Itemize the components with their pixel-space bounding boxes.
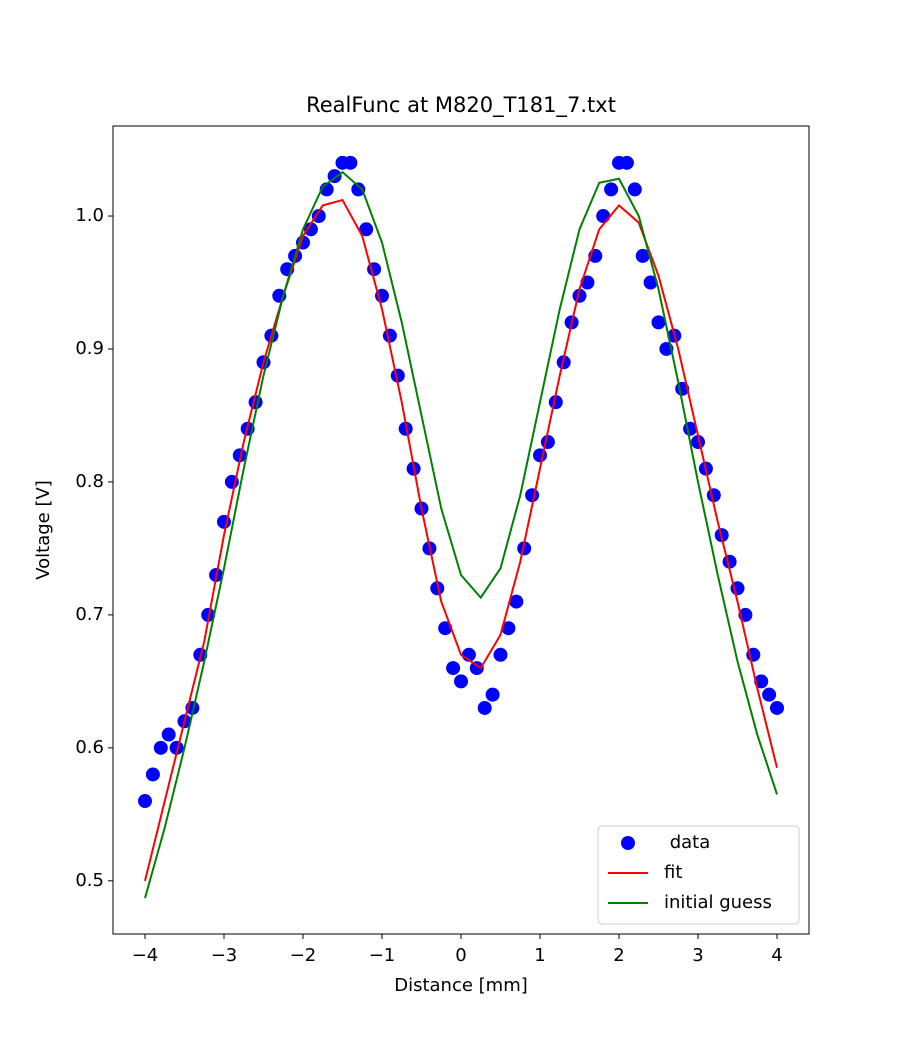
y-tick-label: 0.8 (75, 471, 104, 492)
chart-title: RealFunc at M820_T181_7.txt (306, 93, 616, 118)
plot-area (137, 155, 785, 899)
data-point (509, 594, 524, 609)
data-point (643, 275, 658, 290)
legend-label: fit (664, 862, 682, 883)
x-tick-label: 2 (613, 945, 624, 966)
x-tick-label: −2 (290, 945, 317, 966)
data-point (438, 621, 453, 636)
x-axis-label: Distance [mm] (394, 975, 528, 996)
x-tick-label: 0 (455, 945, 466, 966)
x-tick-label: 4 (771, 945, 782, 966)
data-point (572, 288, 587, 303)
data-point (216, 514, 231, 529)
data-point (604, 182, 619, 197)
legend-box (597, 825, 800, 925)
data-point (359, 222, 374, 237)
data-point (627, 182, 642, 197)
x-tick-label: −4 (132, 945, 159, 966)
axes-frame (112, 125, 810, 935)
y-tick-label: 0.5 (75, 870, 104, 891)
data-point (493, 647, 508, 662)
data-point (501, 621, 516, 636)
data-point (145, 767, 160, 782)
y-tick-label: 1.0 (75, 205, 104, 226)
data-point (390, 368, 405, 383)
data-point (137, 794, 152, 809)
data-point (525, 488, 540, 503)
data-point (477, 700, 492, 715)
y-tick-label: 0.9 (75, 338, 104, 359)
x-tick-label: −3 (211, 945, 238, 966)
data-point (619, 155, 634, 170)
data-point (232, 448, 247, 463)
data-point (762, 687, 777, 702)
fit-line (144, 170, 778, 899)
data-point (635, 248, 650, 263)
data-point (303, 222, 318, 237)
data-point (430, 581, 445, 596)
data-point (454, 674, 468, 689)
legend-label: data (664, 832, 710, 853)
data-point (469, 661, 484, 676)
data-point (169, 740, 184, 755)
data-point (754, 674, 769, 689)
x-tick-label: −1 (369, 945, 396, 966)
data-point (446, 661, 461, 676)
data-point (351, 182, 366, 197)
y-tick-label: 0.7 (75, 604, 104, 625)
x-tick-label: 3 (692, 945, 703, 966)
data-point (161, 727, 176, 742)
data-point (691, 435, 706, 450)
data-point (548, 395, 563, 410)
y-axis-label: Voltage [V] (33, 480, 54, 580)
data-point (153, 740, 168, 755)
data-point (343, 155, 358, 170)
data-point (770, 700, 785, 715)
data-point (533, 448, 548, 463)
legend-label: initial guess (664, 892, 772, 913)
data-point (651, 315, 666, 330)
fit-line (144, 198, 778, 882)
data-point (540, 435, 555, 450)
data-point (485, 687, 500, 702)
legend-marker (621, 836, 635, 850)
data-point (382, 328, 397, 343)
data-point (311, 209, 326, 224)
data-point (517, 541, 532, 556)
y-tick-label: 0.6 (75, 737, 104, 758)
data-point (596, 209, 611, 224)
x-tick-label: 1 (534, 945, 545, 966)
